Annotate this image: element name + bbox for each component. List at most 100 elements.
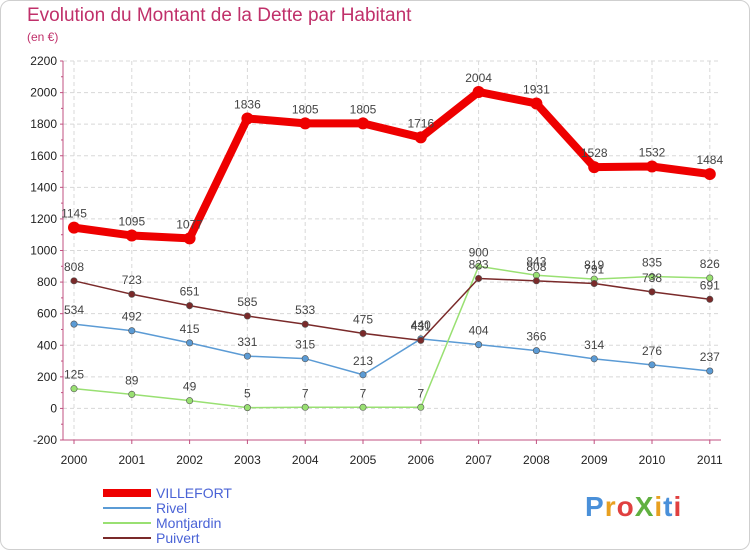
data-label-villefort: 1095 (118, 214, 145, 228)
y-tick-label: 600 (37, 307, 57, 321)
y-tick-label: 0 (50, 401, 57, 415)
data-point-rivel (648, 361, 656, 369)
data-point-villefort (530, 97, 543, 110)
x-tick-label: 2010 (639, 453, 666, 467)
data-point-montjardin (648, 273, 656, 281)
data-label-montjardin: 7 (302, 386, 309, 400)
x-tick-label: 2002 (176, 453, 203, 467)
data-label-rivel: 404 (469, 324, 489, 338)
data-label-puivert: 738 (642, 271, 662, 285)
data-label-villefort: 1528 (581, 146, 608, 160)
x-tick-label: 2007 (465, 453, 492, 467)
data-point-montjardin (706, 274, 714, 282)
data-point-villefort (183, 232, 196, 245)
data-point-villefort (241, 112, 254, 125)
data-label-villefort: 1931 (523, 82, 550, 96)
data-point-villefort (125, 229, 138, 242)
data-label-puivert: 585 (237, 295, 257, 309)
data-label-villefort: 1805 (350, 102, 377, 116)
data-point-puivert (648, 288, 656, 296)
data-label-rivel: 534 (64, 303, 84, 317)
x-tick-label: 2009 (581, 453, 608, 467)
data-point-puivert (186, 302, 194, 310)
data-point-villefort (357, 117, 369, 130)
data-label-villefort: 1077 (176, 217, 203, 231)
logo-letter: i (673, 491, 683, 522)
data-point-rivel (186, 339, 194, 347)
data-label-montjardin: 89 (125, 373, 139, 387)
data-label-montjardin: 819 (584, 258, 604, 272)
data-label-villefort: 1484 (696, 153, 723, 167)
logo-letter: r (604, 491, 617, 522)
data-point-puivert (243, 312, 251, 320)
data-point-rivel (70, 320, 78, 328)
data-label-puivert: 691 (700, 278, 720, 292)
legend-label: Montjardin (156, 515, 221, 531)
data-label-montjardin: 826 (700, 257, 720, 271)
series-line-montjardin (73, 265, 710, 409)
data-label-rivel: 213 (353, 354, 373, 368)
x-tick-label: 2008 (523, 453, 550, 467)
data-point-puivert (70, 277, 78, 285)
data-point-villefort (68, 221, 80, 234)
data-point-montjardin (475, 262, 483, 270)
data-label-montjardin: 835 (642, 256, 662, 270)
y-tick-label: 2200 (30, 54, 57, 68)
data-label-rivel: 440 (411, 318, 431, 332)
series-line-villefort (73, 87, 711, 243)
data-point-montjardin (359, 403, 367, 411)
data-point-montjardin (417, 403, 425, 411)
data-point-puivert (301, 320, 309, 328)
data-label-rivel: 331 (237, 335, 257, 349)
proxiti-logo: ProXiti (585, 491, 682, 523)
data-point-puivert (417, 336, 425, 344)
data-label-rivel: 276 (642, 344, 662, 358)
logo-letter: i (654, 491, 664, 522)
y-tick-label: 1600 (30, 149, 57, 163)
data-label-montjardin: 125 (64, 368, 84, 382)
data-label-montjardin: 7 (360, 386, 367, 400)
data-point-puivert (590, 280, 598, 288)
data-point-puivert (532, 277, 540, 285)
y-tick-label: 1000 (30, 244, 57, 258)
data-label-puivert: 431 (411, 319, 431, 333)
data-point-rivel (243, 352, 251, 360)
data-point-montjardin (70, 385, 78, 393)
y-tick-label: 1200 (30, 212, 57, 226)
data-label-montjardin: 5 (244, 387, 251, 401)
data-point-rivel (128, 327, 136, 335)
chart-title: Evolution du Montant de la Dette par Hab… (27, 5, 412, 26)
data-label-puivert: 808 (64, 260, 84, 274)
data-point-rivel (301, 355, 309, 363)
data-label-puivert: 808 (526, 260, 546, 274)
data-point-villefort (646, 160, 658, 173)
data-label-villefort: 1836 (234, 97, 261, 111)
y-tick-label: 200 (37, 370, 57, 384)
data-point-villefort (588, 161, 601, 174)
data-point-puivert (128, 290, 136, 298)
y-tick-label: 1400 (30, 180, 57, 194)
data-point-rivel (359, 371, 367, 379)
data-label-villefort: 2004 (465, 71, 492, 85)
data-point-puivert (359, 329, 367, 337)
logo-letter: P (585, 491, 605, 522)
x-tick-label: 2003 (234, 453, 261, 467)
data-point-montjardin (301, 403, 309, 411)
data-point-rivel (475, 341, 483, 349)
data-label-montjardin: 7 (417, 386, 424, 400)
legend-label: Rivel (156, 500, 187, 516)
chart-unit-label: (en €) (27, 30, 59, 44)
data-point-montjardin (186, 397, 194, 405)
x-tick-label: 2011 (697, 453, 723, 467)
data-label-puivert: 651 (180, 285, 200, 299)
x-tick-label: 2004 (292, 453, 319, 467)
data-label-villefort: 1805 (292, 102, 319, 116)
y-tick-label: 800 (37, 275, 57, 289)
data-label-montjardin: 49 (183, 380, 197, 394)
data-label-puivert: 823 (469, 257, 489, 271)
series-line-puivert (73, 277, 710, 342)
data-label-rivel: 315 (295, 338, 315, 352)
data-point-villefort (703, 168, 716, 181)
